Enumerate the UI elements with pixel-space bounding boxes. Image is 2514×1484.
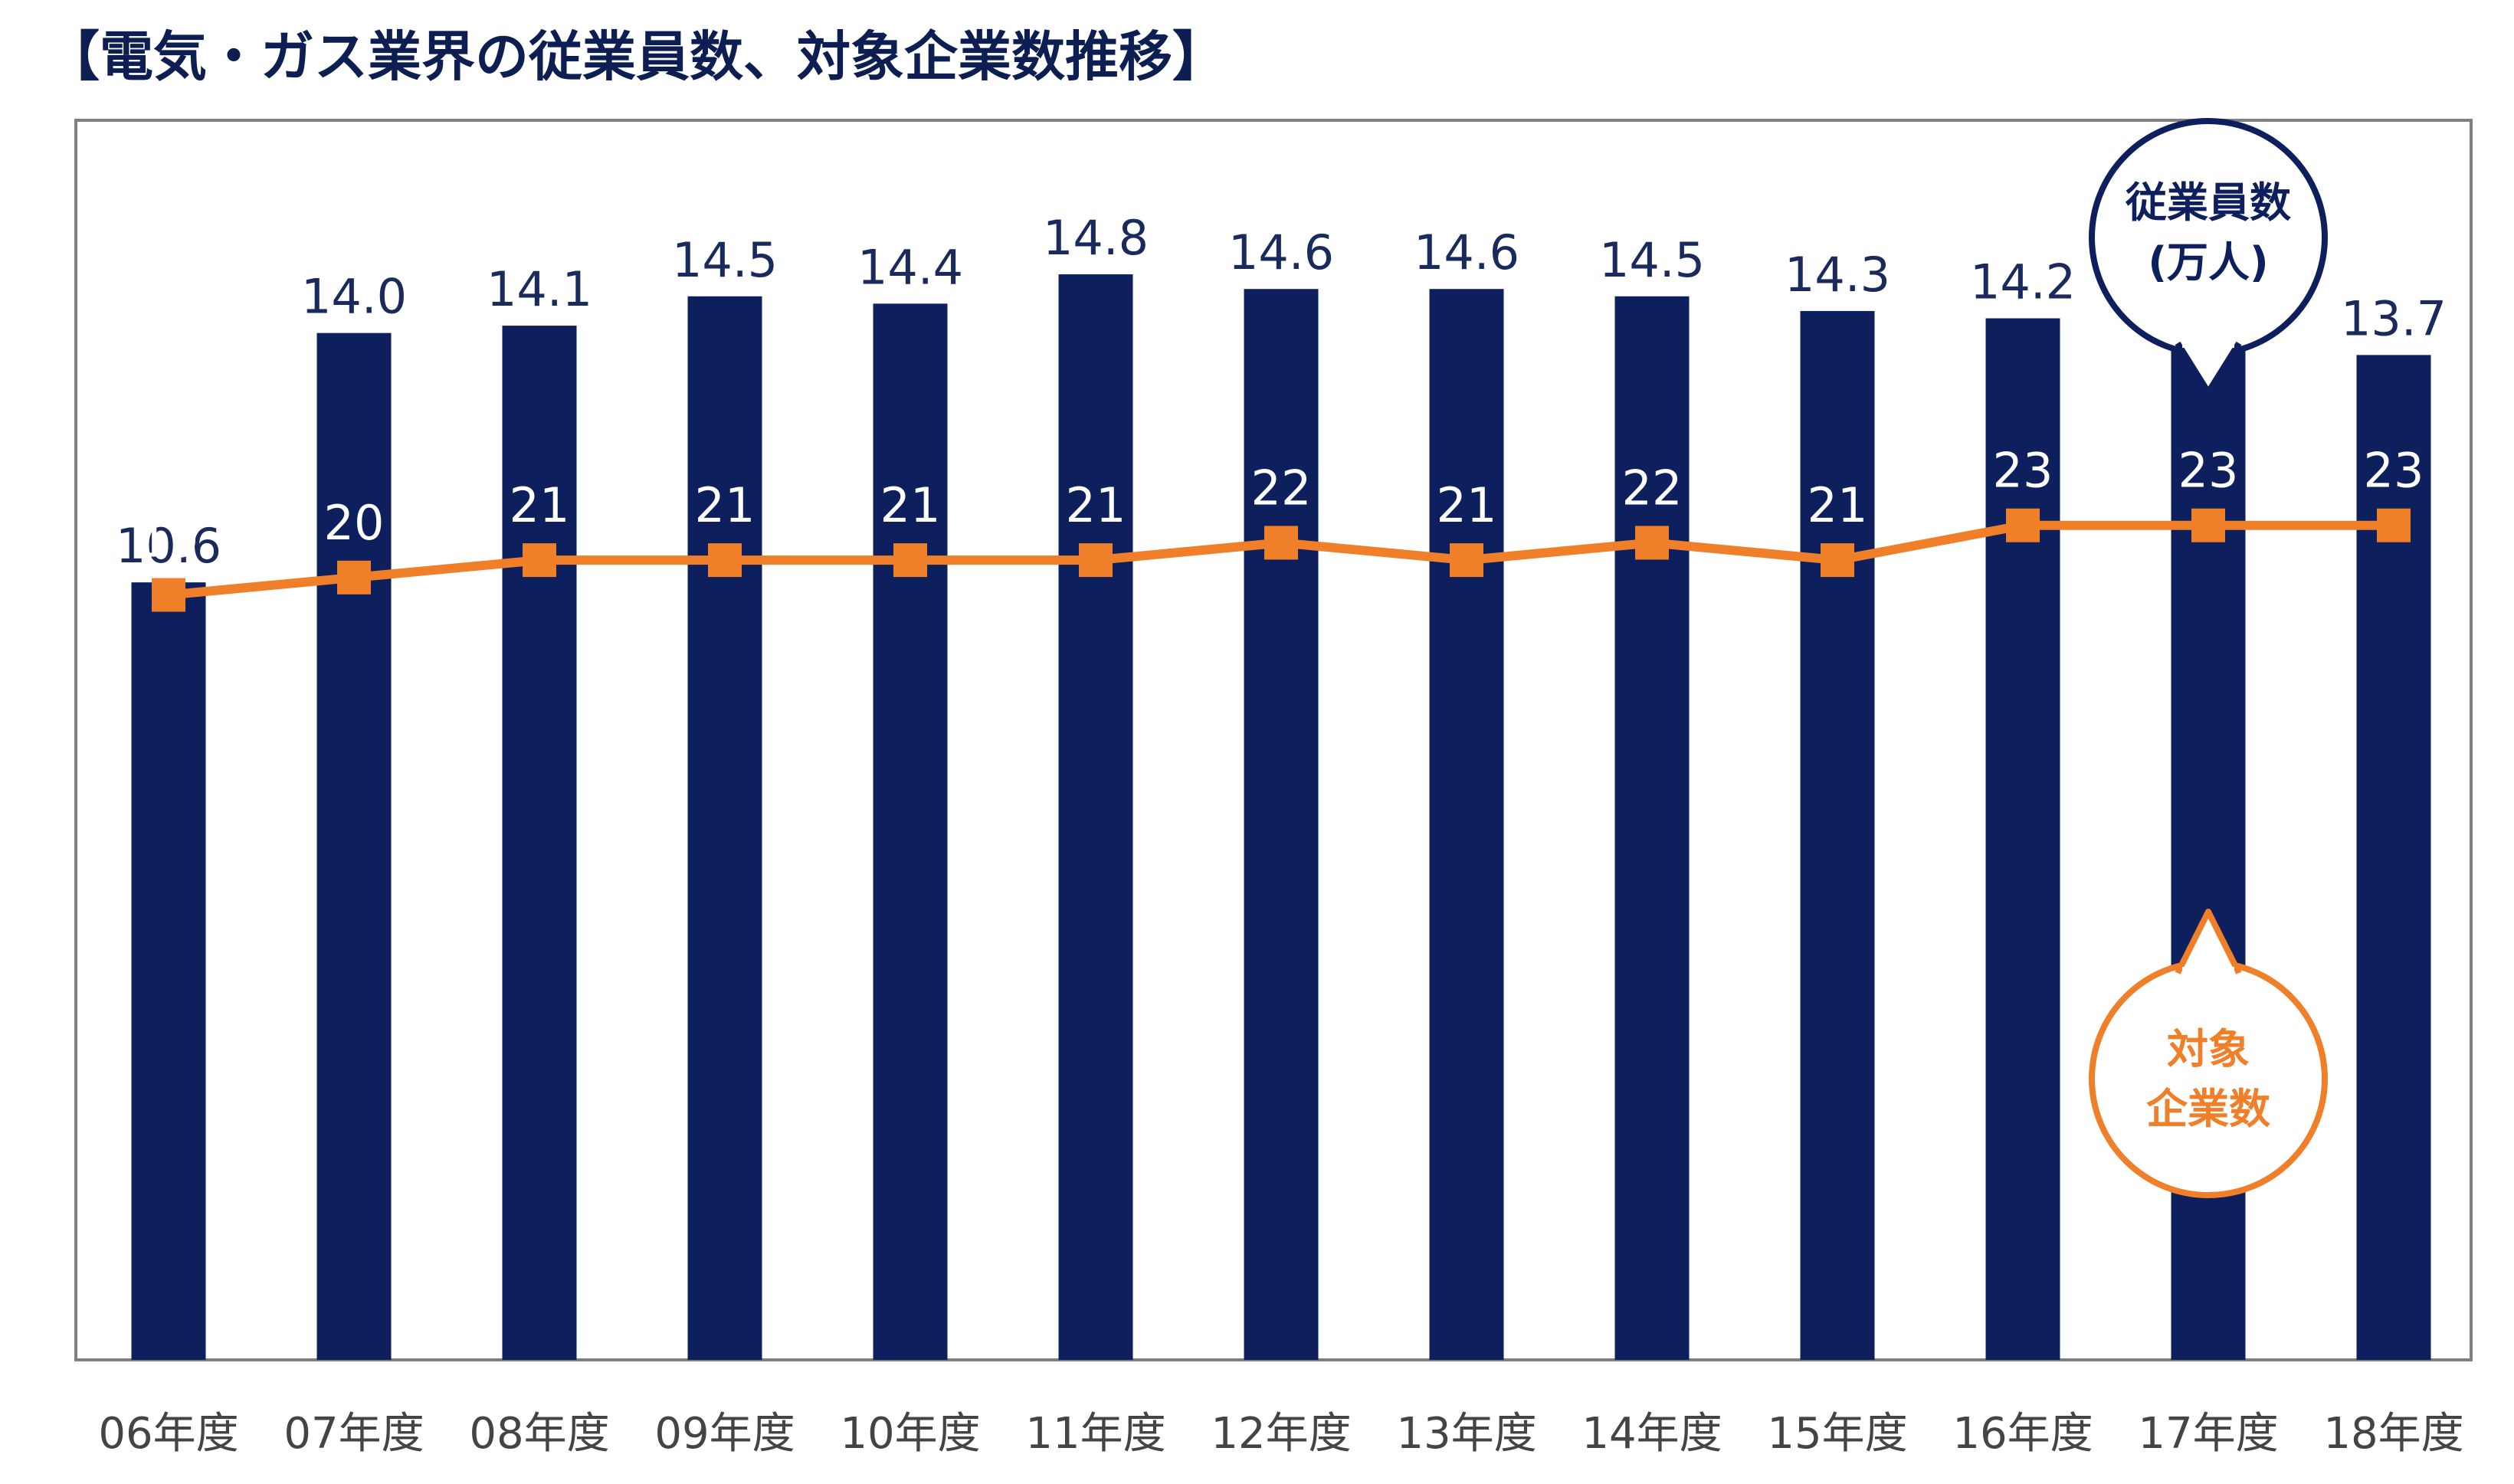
bar-value-label-5: 14.8 [1043,210,1149,266]
bar-value-label-2: 14.1 [487,261,592,317]
bar-label-group: 10.6 14.0 14.1 14.5 14.4 14.8 14.6 14.6 14.5 14.3… [116,210,2447,574]
callout-pointer-line [2175,909,2242,975]
x-tick-label-2: 08年度 [469,1409,609,1459]
bar-value-label-4: 14.4 [857,239,963,295]
line-series-group [152,508,2411,612]
x-tick-label-12: 18年度 [2323,1409,2463,1459]
line-marker-7 [1450,543,1483,578]
x-tick-label-10: 16年度 [1952,1409,2093,1459]
line-marker-1 [337,560,371,595]
bar-5 [1058,274,1133,1361]
callout-group: 従業員数 (万人) 対象企業数 [2089,118,2328,1198]
callout-line-line-1: 企業数 [2146,1085,2270,1133]
bar-1 [316,333,392,1360]
bar-value-label-1: 14.0 [301,269,407,325]
x-tick-label-1: 07年度 [284,1409,424,1459]
line-value-label-4: 21 [880,477,941,533]
line-value-label-12: 23 [2364,443,2424,499]
line-marker-8 [1635,526,1669,560]
callout-bars-line-0: 従業員数 [2125,179,2291,227]
line-value-label-7: 21 [1437,477,1497,533]
line-value-label-0: 19 [139,513,199,568]
bar-value-label-0: 10.6 [116,518,221,574]
bar-7 [1429,289,1504,1360]
line-marker-9 [1821,543,1854,578]
bar-value-label-6: 14.6 [1228,224,1334,280]
callout-pointer-mask-bars [2182,334,2234,348]
line-value-label-1: 20 [324,495,385,551]
line-marker-12 [2377,508,2411,542]
bar-9 [1800,310,1875,1360]
bar-10 [1985,318,2060,1360]
x-tick-label-9: 15年度 [1767,1409,1907,1459]
category-label-group: 06年度 07年度 08年度 09年度 10年度 11年度 12年度 13年度 14年度 15年度… [98,1409,2463,1459]
line-marker-10 [2006,508,2040,542]
callout-bars-line-1: (万人) [2148,238,2268,287]
line-value-label-5: 21 [1066,477,1126,533]
line-marker-5 [1079,543,1113,578]
point-label-group: 19 20 21 21 21 21 22 21 22 21 23 23 23 [139,443,2424,568]
line-marker-6 [1264,526,1298,560]
line-value-label-10: 23 [1993,443,2053,499]
bar-value-label-3: 14.5 [672,232,778,288]
callout-pointer-bars [2175,341,2242,395]
bar-0 [131,582,206,1360]
bar-value-label-9: 14.3 [1785,247,1890,303]
line-value-label-2: 21 [510,477,570,533]
bar-8 [1614,296,1690,1360]
callout-pointer-mask-line [2182,967,2234,981]
callout-line-line-0: 対象 [2167,1025,2250,1073]
chart-title: 【電気・ガス業界の従業員数、対象企業数推移】 [46,25,1226,88]
bar-2 [502,326,577,1360]
bar-3 [687,296,762,1360]
line-marker-2 [523,543,556,578]
bar-group [131,274,2431,1361]
line-value-label-8: 22 [1622,460,1683,516]
bar-value-label-12: 13.7 [2341,290,2447,346]
x-tick-label-3: 09年度 [654,1409,795,1459]
bar-value-label-10: 14.2 [1970,254,2076,310]
line-value-label-9: 21 [1808,477,1868,533]
x-tick-label-5: 11年度 [1025,1409,1165,1459]
bar-value-label-8: 14.5 [1599,232,1705,288]
line-marker-4 [893,543,927,578]
line-marker-11 [2191,508,2225,542]
bar-6 [1244,289,1319,1360]
line-value-label-11: 23 [2178,443,2239,499]
bar-12 [2356,355,2431,1361]
bar-4 [873,303,948,1360]
bar-value-label-7: 14.6 [1414,224,1519,280]
x-tick-label-11: 17年度 [2138,1409,2278,1459]
x-tick-label-0: 06年度 [98,1409,238,1459]
callout-bubble-bars [2089,118,2328,357]
line-value-label-6: 22 [1251,460,1312,516]
line-marker-0 [152,578,185,612]
x-tick-label-8: 14年度 [1581,1409,1722,1459]
x-tick-label-7: 13年度 [1396,1409,1536,1459]
x-tick-label-4: 10年度 [840,1409,980,1459]
callout-bubble-line [2089,959,2328,1198]
line-marker-3 [708,543,742,578]
line-value-label-3: 21 [695,477,756,533]
x-tick-label-6: 12年度 [1211,1409,1351,1459]
